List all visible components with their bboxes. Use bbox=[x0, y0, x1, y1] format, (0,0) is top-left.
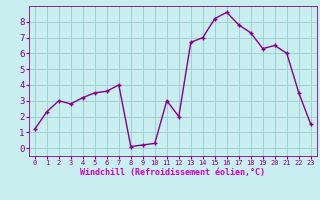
X-axis label: Windchill (Refroidissement éolien,°C): Windchill (Refroidissement éolien,°C) bbox=[80, 168, 265, 177]
